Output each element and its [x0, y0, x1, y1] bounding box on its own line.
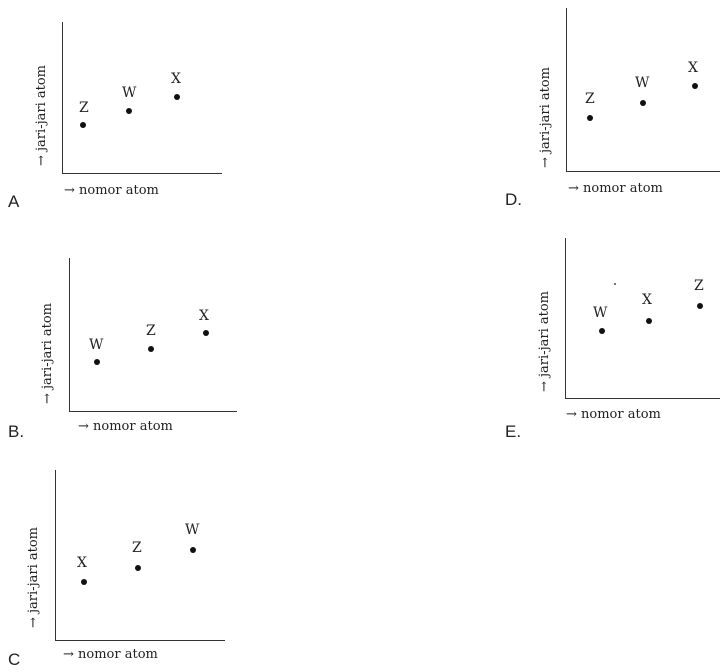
- y-axis: [55, 470, 56, 640]
- point-label: Z: [79, 100, 89, 116]
- x-axis: [566, 171, 720, 172]
- y-axis-label: → jari-jari atom: [537, 291, 552, 392]
- point-label: W: [635, 75, 650, 91]
- option-letter: A: [8, 192, 20, 211]
- point-label: Z: [694, 278, 704, 294]
- data-point: [190, 547, 196, 553]
- y-axis: [565, 238, 566, 398]
- x-axis-label: → nomor atom: [568, 181, 663, 196]
- option-letter: D.: [505, 190, 522, 209]
- y-axis-label: → jari-jari atom: [538, 67, 553, 168]
- x-axis-label: → nomor atom: [64, 183, 159, 198]
- point-label: W: [89, 337, 104, 353]
- point-label: X: [688, 60, 698, 76]
- x-axis-label: → nomor atom: [78, 419, 173, 434]
- y-axis-label: → jari-jari atom: [34, 65, 49, 166]
- data-point: [697, 303, 703, 309]
- point-label: W: [593, 305, 608, 321]
- data-point: [174, 94, 180, 100]
- y-axis-label: → jari-jari atom: [40, 303, 55, 404]
- x-axis: [62, 173, 222, 174]
- data-point: [587, 115, 593, 121]
- data-point: [126, 108, 132, 114]
- point-label: W: [122, 85, 137, 101]
- point-label: Z: [585, 91, 595, 107]
- y-axis: [566, 8, 567, 171]
- data-point: [203, 330, 209, 336]
- point-label: X: [199, 308, 209, 324]
- y-axis-label: → jari-jari atom: [26, 527, 41, 628]
- data-point: [81, 579, 87, 585]
- point-label: Z: [146, 323, 156, 339]
- data-point: [80, 122, 86, 128]
- x-axis: [55, 640, 225, 641]
- point-label: Z: [132, 540, 142, 556]
- option-letter: C: [8, 650, 21, 669]
- x-axis: [69, 411, 237, 412]
- point-label: W: [185, 522, 200, 538]
- option-letter: E.: [505, 422, 522, 441]
- data-point: [599, 328, 605, 334]
- x-axis: [565, 398, 720, 399]
- y-axis: [69, 258, 70, 411]
- point-label: X: [77, 555, 87, 571]
- option-letter: B.: [8, 422, 25, 441]
- data-point: [148, 346, 154, 352]
- y-axis: [62, 22, 63, 173]
- data-point: [640, 100, 646, 106]
- point-label: X: [171, 71, 181, 87]
- x-axis-label: → nomor atom: [566, 407, 661, 422]
- data-point: [692, 83, 698, 89]
- data-point: [135, 565, 141, 571]
- data-point: [646, 318, 652, 324]
- stray-dot: [614, 283, 616, 285]
- data-point: [94, 359, 100, 365]
- point-label: X: [642, 292, 652, 308]
- x-axis-label: → nomor atom: [63, 647, 158, 662]
